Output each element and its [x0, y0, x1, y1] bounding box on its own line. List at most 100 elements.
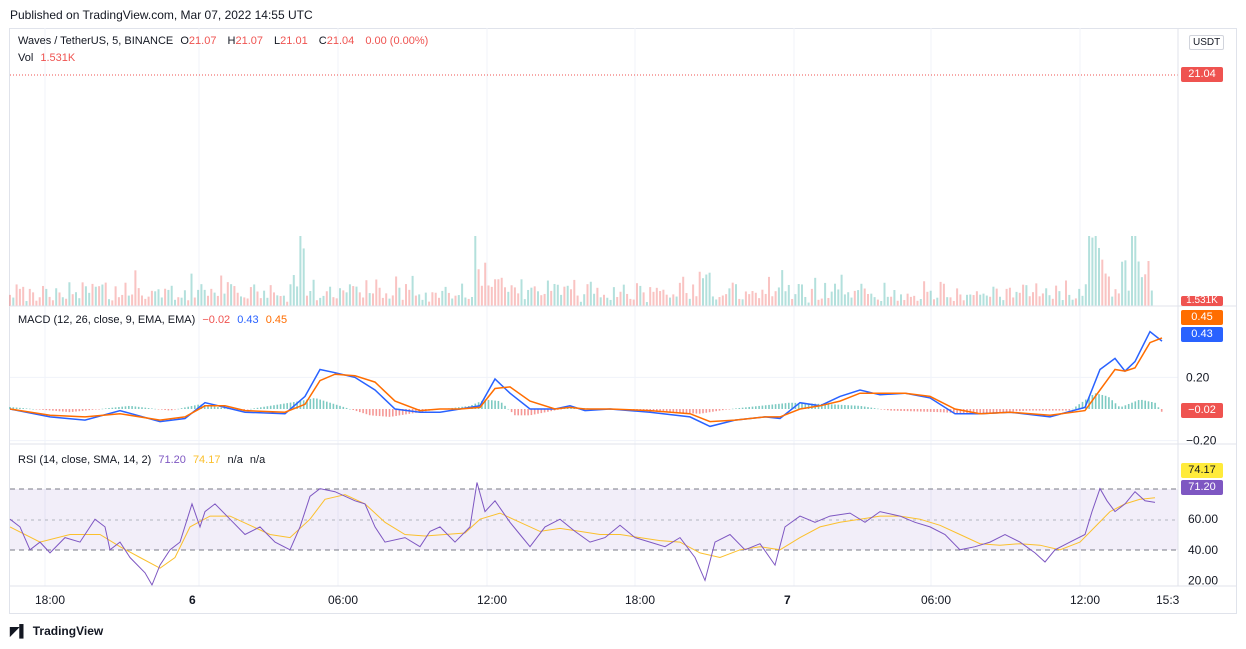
- currency-button[interactable]: USDT: [1189, 35, 1225, 50]
- macd-histogram-bar: [296, 401, 298, 409]
- volume-bar: [141, 295, 143, 306]
- volume-bar: [959, 294, 962, 306]
- macd-histogram-bar: [190, 406, 193, 409]
- volume-bar: [471, 296, 473, 306]
- macd-histogram-bar: [712, 409, 714, 412]
- macd-histogram-bar: [1160, 409, 1163, 412]
- macd-histogram-bar: [322, 400, 325, 409]
- macd-histogram-bar: [461, 406, 463, 409]
- volume-bar: [870, 293, 873, 306]
- macd-histogram-bar: [751, 406, 754, 409]
- rsi-ma-value: 74.17: [192, 454, 221, 466]
- volume-bar: [240, 296, 242, 306]
- macd-histogram-bar: [880, 409, 882, 410]
- volume-bar: [279, 296, 282, 306]
- volume-bar: [177, 297, 180, 306]
- volume-bar: [124, 282, 127, 306]
- volume-bar: [616, 297, 619, 306]
- macd-histogram-bar: [210, 406, 213, 409]
- volume-bar: [540, 295, 543, 306]
- macd-histogram-bar: [893, 409, 896, 411]
- footer[interactable]: ◤▌ TradingView: [10, 624, 103, 638]
- macd-histogram-bar: [497, 400, 500, 409]
- macd-histogram-bar: [854, 405, 856, 409]
- macd-histogram-bar: [1151, 402, 1153, 409]
- volume-bar: [154, 291, 157, 306]
- macd-histogram-bar: [98, 409, 100, 410]
- chart-frame[interactable]: [9, 28, 1237, 614]
- volume-bar: [68, 282, 71, 306]
- volume-bar: [94, 286, 97, 306]
- macd-histogram-bar: [332, 403, 335, 409]
- volume-bar: [335, 298, 338, 306]
- signal-badge: 0.45: [1181, 310, 1223, 325]
- volume-bar: [985, 295, 988, 306]
- macd-histogram-bar: [728, 409, 731, 410]
- volume-bar: [969, 294, 972, 306]
- volume-bar: [659, 291, 662, 306]
- volume-bar: [345, 292, 348, 306]
- macd-histogram-bar: [986, 409, 988, 413]
- time-tick-label: 6: [189, 593, 196, 607]
- volume-bar: [203, 289, 206, 306]
- grid: [10, 28, 1178, 586]
- macd-histogram-bar: [563, 408, 566, 410]
- volume-bar: [1065, 280, 1067, 306]
- volume-bar: [1022, 284, 1025, 306]
- volume-bar: [391, 295, 394, 306]
- volume-bar: [388, 298, 391, 306]
- volume-bar: [190, 273, 193, 306]
- macd-histogram-bar: [108, 408, 110, 409]
- volume-bar: [956, 288, 959, 306]
- volume-bar: [451, 298, 454, 306]
- low-value: 21.01: [280, 35, 308, 47]
- rsi-badge: 71.20: [1181, 480, 1223, 495]
- volume-bar: [781, 270, 784, 306]
- volume-bar: [147, 296, 150, 306]
- macd-histogram-bar: [170, 409, 173, 411]
- volume-bar: [639, 285, 642, 306]
- macd-histogram-bar: [85, 409, 87, 411]
- volume-bar: [127, 295, 130, 306]
- macd-histogram-bar: [791, 402, 793, 409]
- macd-histogram-bar: [62, 409, 64, 412]
- macd-histogram-bar: [837, 404, 840, 409]
- volume-bar: [837, 289, 840, 306]
- volume-bar: [477, 269, 480, 306]
- volume-bar: [784, 291, 787, 306]
- volume-bar: [609, 299, 612, 306]
- macd-histogram-bar: [48, 409, 51, 411]
- macd-histogram-bar: [834, 404, 836, 409]
- macd-histogram-bar: [543, 409, 546, 413]
- volume-bar: [78, 298, 81, 306]
- volume-bar: [761, 289, 764, 306]
- macd-histogram-bar: [890, 409, 892, 411]
- volume-bar: [715, 299, 718, 306]
- volume-label[interactable]: Vol: [18, 52, 34, 64]
- volume-bar: [444, 286, 447, 306]
- price-legend: Waves / TetherUS, 5, BINANCE O21.07 H21.…: [18, 35, 432, 47]
- volume-bar: [573, 279, 576, 306]
- rsi-tick-label: 20.00: [1188, 573, 1218, 587]
- macd-histogram-bar: [989, 409, 991, 413]
- macd-histogram-bar: [524, 409, 526, 416]
- macd-label[interactable]: MACD (12, 26, close, 9, EMA, EMA): [18, 314, 196, 326]
- volume-bar: [65, 298, 68, 306]
- macd-histogram-bar: [174, 409, 176, 410]
- volume-bar: [269, 285, 272, 306]
- macd-histogram-bar: [194, 405, 196, 409]
- volume-bar: [358, 292, 361, 306]
- volume-bar: [665, 294, 668, 306]
- volume-bar: [1084, 284, 1087, 306]
- volume-bar: [1101, 259, 1104, 306]
- volume-bar: [484, 262, 487, 306]
- macd-histogram-bar: [560, 409, 562, 410]
- volume-bar: [1055, 285, 1058, 306]
- volume-bar: [1150, 290, 1153, 306]
- volume-bar: [454, 295, 457, 306]
- macd-histogram-bar: [38, 409, 41, 410]
- volume-bar: [322, 295, 325, 306]
- symbol-label[interactable]: Waves / TetherUS, 5, BINANCE: [18, 35, 174, 47]
- rsi-label[interactable]: RSI (14, close, SMA, 14, 2): [18, 454, 152, 466]
